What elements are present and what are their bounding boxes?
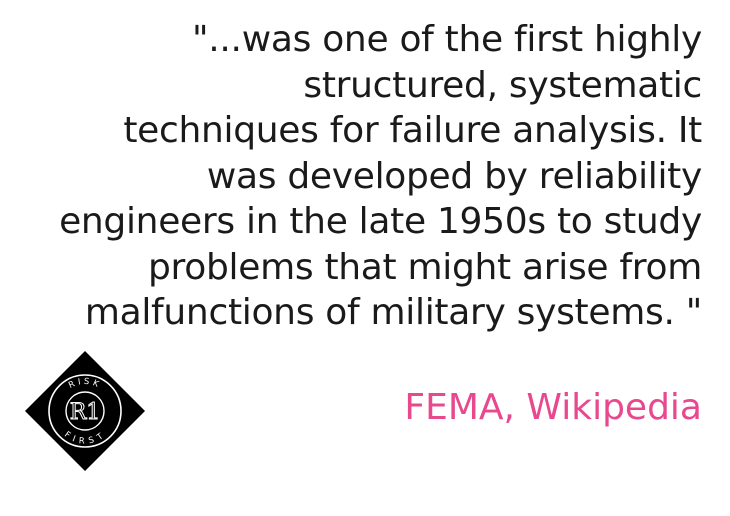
quote-text: "...was one of the first highly structur…	[12, 17, 702, 336]
quote-line: engineers in the late 1950s to study	[59, 201, 702, 242]
logo-top-text: RISK	[67, 377, 103, 391]
risk-first-logo-icon: RISK FIRST R1	[25, 351, 145, 471]
quote-line: was developed by reliability	[206, 155, 702, 197]
quote-line: "...was one of the first highly	[192, 19, 702, 60]
quote-line: problems that might arise from	[148, 246, 702, 288]
quote-line: structured, systematic	[303, 64, 702, 106]
quote-line: techniques for failure analysis. It	[123, 110, 702, 151]
quote-line: malfunctions of military systems. "	[84, 292, 702, 333]
logo-monogram: R1	[70, 400, 101, 425]
quote-attribution: FEMA, Wikipedia	[404, 387, 702, 428]
